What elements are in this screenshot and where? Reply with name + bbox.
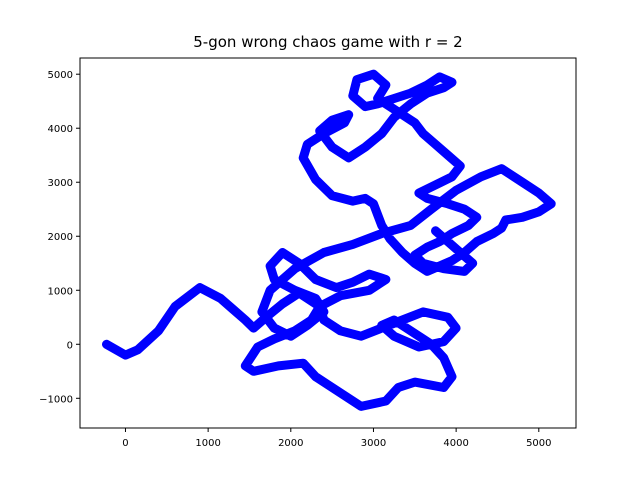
- x-tick-label: 5000: [526, 438, 551, 449]
- plot-area: [80, 58, 576, 428]
- x-axis: 0 1000 2000 3000 4000 5000: [122, 428, 552, 449]
- y-tick-label: 0: [67, 340, 73, 351]
- chart-title: 5-gon wrong chaos game with r = 2: [193, 33, 462, 51]
- y-tick-label: −1000: [39, 394, 73, 405]
- y-tick-label: 2000: [48, 232, 73, 243]
- series-line: [106, 73, 553, 408]
- series-layer: [102, 69, 556, 411]
- x-tick-label: 1000: [195, 438, 220, 449]
- y-tick-label: 4000: [48, 124, 73, 135]
- y-tick-label: 3000: [48, 178, 73, 189]
- y-axis: −1000 0 1000 2000 3000 4000 5000: [39, 70, 80, 405]
- x-tick-label: 2000: [278, 438, 303, 449]
- x-tick-label: 3000: [361, 438, 386, 449]
- y-tick-label: 5000: [48, 70, 73, 81]
- x-tick-label: 0: [122, 438, 128, 449]
- y-tick-label: 1000: [48, 286, 73, 297]
- x-tick-label: 4000: [443, 438, 468, 449]
- axes-frame: [79, 57, 577, 429]
